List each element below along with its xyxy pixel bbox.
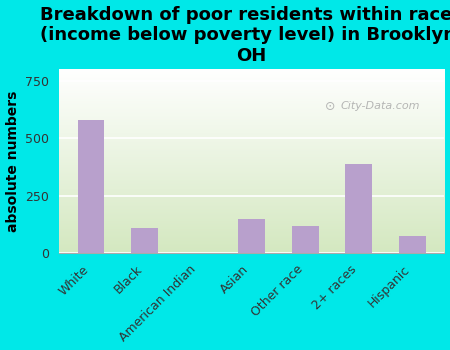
Bar (399, 236, 426, 253)
Bar (131, 228, 158, 253)
Bar (292, 226, 319, 253)
Text: ⊙: ⊙ (325, 100, 335, 113)
Title: Breakdown of poor residents within races
(income below poverty level) in Brookly: Breakdown of poor residents within races… (40, 6, 450, 65)
Y-axis label: absolute numbers: absolute numbers (5, 91, 19, 232)
Bar (345, 164, 372, 253)
Bar (77, 120, 104, 253)
Text: City-Data.com: City-Data.com (340, 101, 420, 111)
Bar (238, 219, 265, 253)
